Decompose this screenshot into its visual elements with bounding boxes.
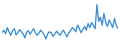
plot-area (2, 5, 118, 39)
series-line (2, 5, 118, 39)
chart (0, 0, 120, 45)
